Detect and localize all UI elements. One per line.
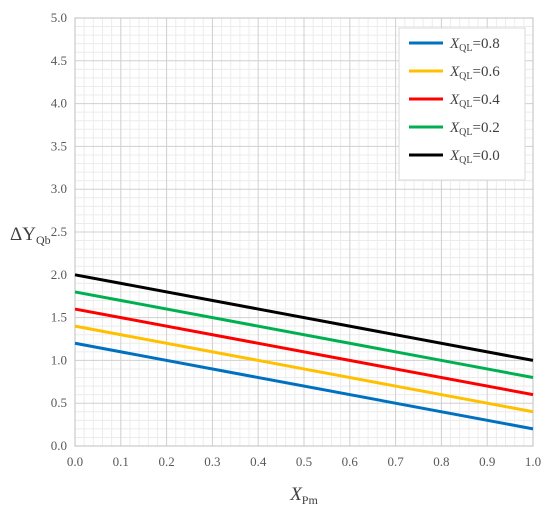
y-tick-label: 1.0 (51, 352, 67, 367)
y-axis-tick-labels: 0.0 0.5 1.0 1.5 2.0 2.5 3.0 3.5 4.0 4.5 5.0 (51, 10, 67, 453)
y-axis-label: ΔYQb (10, 224, 51, 247)
y-tick-label: 3.0 (51, 181, 67, 196)
x-tick-label: 1.0 (525, 454, 541, 469)
x-tick-label: 0.2 (158, 454, 174, 469)
y-tick-label: 2.0 (51, 267, 67, 282)
legend-label-main: X (449, 64, 460, 80)
x-tick-label: 0.5 (296, 454, 312, 469)
legend-label-sub: QL (459, 99, 472, 110)
legend-label-value: =0.2 (473, 120, 500, 136)
legend-label: XQL=0.8 (449, 36, 500, 54)
plot-area-border (74, 17, 534, 447)
x-tick-label: 0.8 (433, 454, 449, 469)
y-tick-label: 0.5 (51, 395, 67, 410)
y-tick-label: 1.5 (51, 310, 67, 325)
series-line (74, 290, 534, 379)
y-tick-label: 3.5 (51, 138, 67, 153)
legend-label-value: =0.0 (473, 148, 500, 164)
legend-label-sub: QL (459, 71, 472, 82)
series-line (74, 341, 534, 431)
legend-label-sub: QL (459, 155, 472, 166)
series-line (74, 307, 534, 397)
legend-label-main: X (449, 92, 460, 108)
legend-label-main: X (449, 148, 460, 164)
x-axis-label-sub: Pm (302, 493, 319, 507)
series-lines (74, 273, 534, 431)
y-tick-label: 5.0 (51, 10, 67, 25)
x-tick-label: 0.6 (342, 454, 359, 469)
legend-label-sub: QL (459, 127, 472, 138)
y-tick-label: 0.0 (51, 438, 67, 453)
legend-label-value: =0.6 (473, 64, 501, 80)
y-tick-label: 4.0 (51, 96, 67, 111)
legend-label: XQL=0.0 (449, 148, 500, 166)
legend-label-main: X (449, 36, 460, 52)
legend-label: XQL=0.2 (449, 120, 500, 138)
legend-label-value: =0.8 (473, 36, 500, 52)
series-line (74, 324, 534, 414)
x-tick-label: 0.1 (113, 454, 129, 469)
x-tick-label: 0.4 (250, 454, 267, 469)
x-tick-label: 0.0 (67, 454, 83, 469)
y-axis-label-sub: Qb (36, 233, 51, 247)
y-tick-label: 2.5 (51, 224, 67, 239)
legend-label: XQL=0.6 (449, 64, 500, 82)
x-axis-label: XPm (289, 484, 318, 507)
y-tick-label: 4.5 (51, 53, 67, 68)
x-tick-label: 0.3 (204, 454, 220, 469)
x-axis-tick-labels: 0.0 0.1 0.2 0.3 0.4 0.5 0.6 0.7 0.8 0.9 1.0 (67, 454, 541, 469)
x-tick-label: 0.7 (387, 454, 404, 469)
y-axis-label-main: ΔY (10, 224, 36, 245)
series-line (74, 273, 534, 362)
legend-label: XQL=0.4 (449, 92, 500, 110)
legend-label-value: =0.4 (473, 92, 501, 108)
legend-label-main: X (449, 120, 460, 136)
x-axis-label-main: X (289, 484, 303, 505)
legend-label-sub: QL (459, 43, 472, 54)
x-tick-label: 0.9 (479, 454, 495, 469)
